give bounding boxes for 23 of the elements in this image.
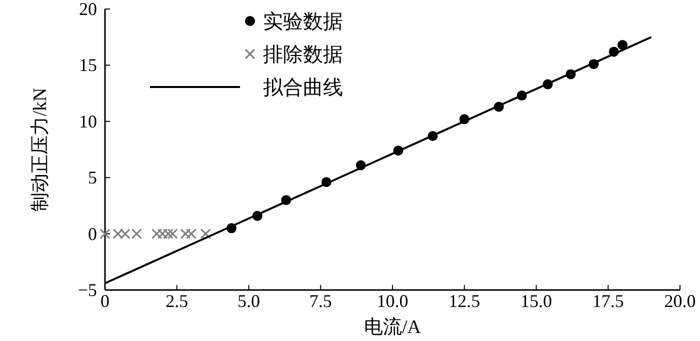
y-tick-label: 15 (79, 55, 97, 76)
y-tick-label: 5 (88, 168, 97, 188)
x-tick-label: 10.0 (376, 291, 408, 311)
y-tick-label: 0 (88, 224, 97, 244)
legend-label: 实验数据 (263, 11, 343, 33)
y-axis-title: 制动正压力/kN (30, 87, 51, 212)
y-tick-label: 20 (79, 0, 97, 19)
x-tick-label: 2.5 (166, 291, 188, 311)
y-tick-label: −5 (78, 280, 97, 300)
x-tick-label: 15.0 (520, 291, 552, 311)
legend-label: 排除数据 (263, 44, 343, 66)
x-tick-label: 0 (100, 291, 110, 311)
point (100, 228, 110, 240)
x-tick-label: 17.5 (592, 291, 624, 311)
point (618, 40, 628, 50)
point (200, 228, 211, 240)
x-tick-label: 7.5 (309, 291, 332, 311)
legend-label: 拟合曲线 (263, 77, 343, 99)
x-axis-title: 电流/A (364, 316, 422, 338)
y-tick-label: 10 (79, 111, 97, 132)
x-tick-label: 12.5 (448, 291, 480, 311)
x-tick-label: 20.0 (664, 291, 696, 311)
x-tick-label: 5.0 (238, 291, 260, 311)
